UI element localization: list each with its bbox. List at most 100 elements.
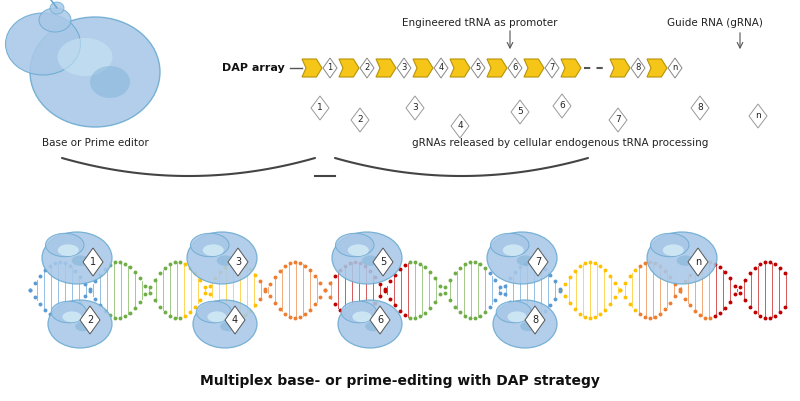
Ellipse shape [647, 232, 717, 284]
Text: 6: 6 [377, 315, 383, 325]
Ellipse shape [352, 312, 371, 322]
Text: Guide RNA (gRNA): Guide RNA (gRNA) [667, 18, 763, 28]
Polygon shape [553, 94, 571, 118]
Ellipse shape [6, 13, 81, 75]
Text: 3: 3 [402, 63, 406, 73]
Polygon shape [413, 59, 433, 77]
Polygon shape [545, 58, 559, 78]
Polygon shape [610, 59, 630, 77]
Text: 2: 2 [364, 63, 370, 73]
Text: gRNAs released by cellular endogenous tRNA processing: gRNAs released by cellular endogenous tR… [412, 138, 708, 148]
Polygon shape [302, 59, 322, 77]
Ellipse shape [677, 255, 694, 266]
Polygon shape [647, 59, 667, 77]
Ellipse shape [51, 301, 86, 323]
Polygon shape [360, 58, 374, 78]
Ellipse shape [58, 244, 78, 256]
Ellipse shape [30, 17, 160, 127]
Ellipse shape [362, 255, 379, 266]
Text: 7: 7 [615, 115, 621, 124]
Text: 7: 7 [550, 63, 554, 73]
Ellipse shape [365, 322, 381, 331]
Text: Multiplex base- or prime-editing with DAP strategy: Multiplex base- or prime-editing with DA… [200, 374, 600, 388]
Polygon shape [688, 248, 708, 276]
Ellipse shape [650, 233, 689, 257]
Text: 4: 4 [438, 63, 444, 73]
Ellipse shape [493, 300, 557, 348]
Polygon shape [225, 306, 245, 334]
Text: 4: 4 [457, 122, 463, 130]
Polygon shape [691, 96, 709, 120]
Polygon shape [370, 306, 390, 334]
Text: 5: 5 [475, 63, 481, 73]
Text: 8: 8 [635, 63, 641, 73]
Ellipse shape [207, 312, 226, 322]
Polygon shape [668, 58, 682, 78]
Text: 2: 2 [357, 115, 363, 124]
Ellipse shape [220, 322, 236, 331]
Polygon shape [528, 248, 548, 276]
Ellipse shape [217, 255, 234, 266]
Text: 3: 3 [412, 103, 418, 113]
Ellipse shape [187, 232, 257, 284]
Ellipse shape [39, 8, 71, 32]
Polygon shape [83, 248, 103, 276]
Ellipse shape [507, 312, 526, 322]
Polygon shape [406, 96, 424, 120]
Ellipse shape [502, 244, 524, 256]
Text: Engineered tRNA as promoter: Engineered tRNA as promoter [402, 18, 558, 28]
Text: 4: 4 [232, 315, 238, 325]
Polygon shape [451, 114, 469, 138]
Text: n: n [672, 63, 678, 73]
Ellipse shape [90, 66, 130, 98]
Polygon shape [471, 58, 485, 78]
Text: 1: 1 [317, 103, 323, 113]
Polygon shape [434, 58, 448, 78]
Ellipse shape [332, 232, 402, 284]
Ellipse shape [335, 233, 374, 257]
Ellipse shape [662, 244, 684, 256]
Ellipse shape [48, 300, 112, 348]
Text: n: n [695, 257, 701, 267]
Ellipse shape [190, 233, 229, 257]
Ellipse shape [517, 255, 534, 266]
Ellipse shape [496, 301, 531, 323]
Text: 2: 2 [87, 315, 93, 325]
Ellipse shape [58, 38, 113, 76]
Text: Base or Prime editor: Base or Prime editor [42, 138, 148, 148]
Polygon shape [339, 59, 359, 77]
Ellipse shape [62, 312, 82, 322]
Polygon shape [524, 59, 544, 77]
Polygon shape [749, 104, 767, 128]
Text: 5: 5 [517, 107, 523, 117]
Ellipse shape [341, 301, 377, 323]
Polygon shape [397, 58, 411, 78]
Polygon shape [373, 248, 393, 276]
Polygon shape [80, 306, 100, 334]
Text: 8: 8 [532, 315, 538, 325]
Ellipse shape [42, 232, 112, 284]
Ellipse shape [50, 2, 64, 14]
Text: 1: 1 [90, 257, 96, 267]
Polygon shape [323, 58, 337, 78]
Ellipse shape [72, 255, 90, 266]
Ellipse shape [193, 300, 257, 348]
Polygon shape [487, 59, 507, 77]
Ellipse shape [520, 322, 536, 331]
Text: 3: 3 [235, 257, 241, 267]
Polygon shape [511, 100, 529, 124]
Polygon shape [311, 96, 329, 120]
Polygon shape [376, 59, 396, 77]
Polygon shape [351, 108, 369, 132]
Ellipse shape [46, 233, 84, 257]
Polygon shape [561, 59, 581, 77]
Text: 6: 6 [512, 63, 518, 73]
Text: 6: 6 [559, 101, 565, 111]
Polygon shape [609, 108, 627, 132]
Ellipse shape [487, 232, 557, 284]
Text: n: n [755, 111, 761, 120]
Ellipse shape [196, 301, 231, 323]
Polygon shape [508, 58, 522, 78]
Text: DAP array: DAP array [222, 63, 285, 73]
Ellipse shape [490, 233, 529, 257]
